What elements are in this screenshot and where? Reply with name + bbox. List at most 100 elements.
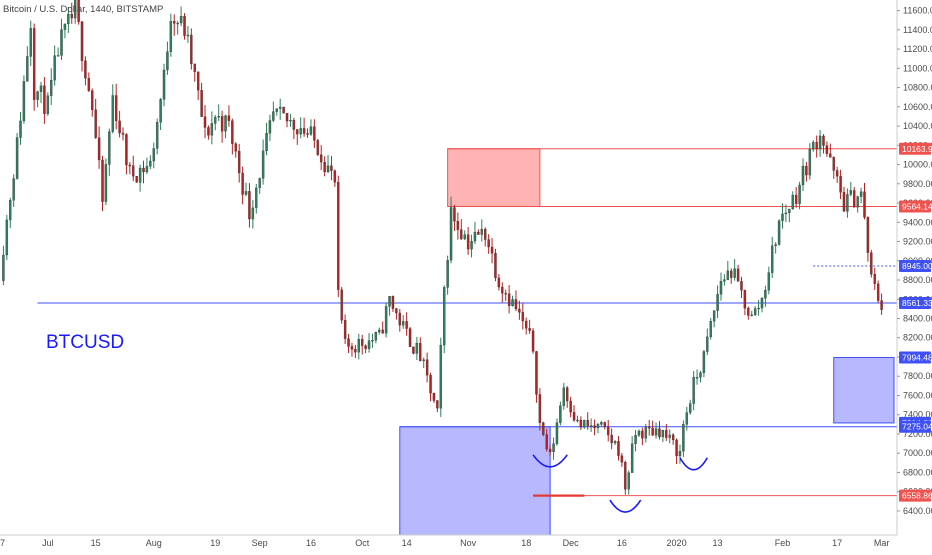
price-badge-background xyxy=(899,142,931,155)
candle-body xyxy=(268,120,272,134)
candle xyxy=(870,249,873,278)
candle xyxy=(658,421,661,440)
candle xyxy=(566,386,569,408)
arc-head[interactable] xyxy=(609,499,642,513)
candle-body xyxy=(777,220,781,245)
candle xyxy=(702,349,706,378)
candle xyxy=(460,219,463,240)
candle-body xyxy=(316,140,319,155)
time-tick-label: Mar xyxy=(874,538,890,548)
candle xyxy=(716,285,719,319)
candle-body xyxy=(190,34,193,65)
level-7994-badge: 7994.48 xyxy=(899,351,932,364)
candle-body xyxy=(97,137,101,161)
candle xyxy=(97,126,101,169)
demand-zone-left[interactable] xyxy=(399,426,551,536)
candle-body xyxy=(2,254,5,281)
candle xyxy=(747,306,750,320)
candle xyxy=(29,20,32,66)
candle xyxy=(214,114,217,131)
candle xyxy=(5,214,9,261)
candle-body xyxy=(360,338,364,346)
candle xyxy=(337,175,340,298)
candle-body xyxy=(46,95,50,114)
candle-body xyxy=(145,166,149,173)
candle xyxy=(487,234,490,254)
price-tick-label: 11200.00 xyxy=(903,44,932,54)
time-tick-label: Sep xyxy=(252,538,268,548)
candle-body xyxy=(514,299,518,310)
candle-body xyxy=(654,428,658,436)
candle xyxy=(265,122,268,156)
candle-body xyxy=(111,95,114,132)
time-tick-label: 17 xyxy=(0,538,5,548)
candle-body xyxy=(258,178,261,189)
candle xyxy=(278,98,282,120)
candle-body xyxy=(627,472,630,490)
candle-body xyxy=(22,81,26,122)
candle-body xyxy=(278,106,282,109)
demand-zone-right[interactable] xyxy=(833,357,895,424)
candle xyxy=(193,63,196,82)
candle-body xyxy=(36,91,39,100)
candle xyxy=(562,382,566,410)
price-tick-label: 6400.00 xyxy=(903,506,932,516)
candle-body xyxy=(815,142,818,150)
candle xyxy=(176,20,179,35)
candle-body xyxy=(43,85,46,114)
candle xyxy=(518,300,521,320)
candle xyxy=(26,46,29,82)
price-tick-label: 11000.00 xyxy=(903,63,932,73)
candle-body xyxy=(716,294,719,311)
candle-body xyxy=(196,71,200,91)
time-tick-label: Jul xyxy=(42,538,54,548)
candle xyxy=(494,248,497,282)
candle xyxy=(634,429,637,452)
candle xyxy=(569,396,572,418)
candle xyxy=(665,423,668,441)
candle xyxy=(859,187,863,204)
candle-body xyxy=(91,90,94,110)
candle-body xyxy=(497,277,501,288)
candle-body xyxy=(302,128,306,134)
candle-body xyxy=(15,137,19,179)
arc-left-shoulder[interactable] xyxy=(532,454,568,468)
candle xyxy=(125,133,128,175)
candle-body xyxy=(29,28,32,57)
arc-right-shoulder[interactable] xyxy=(679,457,709,471)
time-axis[interactable]: 17 Jul 15 Aug 19 Sep 16 Oct 14 Nov 18 Dec 16 2020 13 Fe… xyxy=(0,534,932,550)
candle xyxy=(292,117,296,140)
candle-body xyxy=(702,351,706,373)
candle xyxy=(832,156,835,179)
candle-body xyxy=(125,134,128,166)
candle xyxy=(152,142,155,169)
candle-body xyxy=(682,424,685,452)
time-tick-label: 19 xyxy=(210,538,220,548)
candle xyxy=(863,183,866,220)
candle-body xyxy=(620,455,624,463)
candle xyxy=(285,113,289,128)
candle-body xyxy=(179,16,183,24)
candle xyxy=(220,110,224,143)
candle-body xyxy=(521,312,525,322)
candle xyxy=(190,28,193,70)
candle xyxy=(43,77,46,124)
supply-zone[interactable] xyxy=(447,148,541,207)
candle-body xyxy=(791,194,794,210)
candle xyxy=(309,119,313,136)
price-axis[interactable]: 6400.006600.006800.007000.007200.007400.… xyxy=(896,0,932,550)
candle xyxy=(808,143,812,180)
candle xyxy=(630,436,634,473)
candle-body xyxy=(56,55,60,57)
candle-body xyxy=(689,403,692,413)
candle xyxy=(388,296,391,316)
level-6558-badge: 6558.86 xyxy=(899,489,932,502)
candle xyxy=(699,370,702,383)
candle xyxy=(313,119,316,149)
candle xyxy=(719,272,723,301)
btcusd-annotation[interactable]: BTCUSD xyxy=(46,332,124,353)
candle-body xyxy=(596,424,600,429)
candle xyxy=(463,230,466,241)
